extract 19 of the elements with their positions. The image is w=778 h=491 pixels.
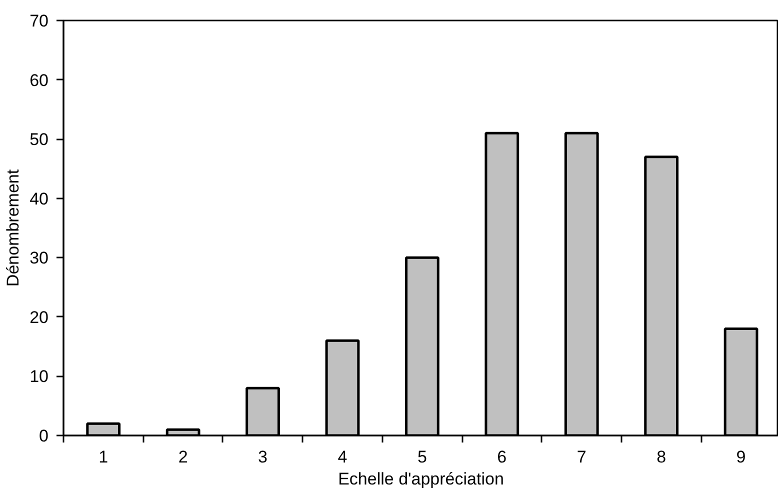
- y-tick-label: 10: [30, 367, 49, 386]
- y-tick-label: 70: [30, 12, 49, 30]
- x-tick-label: 2: [178, 448, 188, 466]
- x-tick-label: 8: [656, 448, 666, 466]
- x-tick-label: 1: [98, 448, 108, 466]
- y-tick-label: 30: [30, 248, 49, 268]
- x-tick-label: 3: [258, 448, 268, 466]
- y-tick-label: 60: [30, 70, 49, 90]
- y-tick-label: 40: [30, 189, 49, 208]
- x-tick-label: 9: [736, 448, 746, 466]
- y-tick-label: 20: [30, 308, 49, 327]
- y-tick-label: 50: [30, 130, 49, 150]
- x-tick-label: 5: [417, 448, 427, 466]
- x-tick-label: 7: [576, 448, 586, 466]
- x-tick-label: 6: [497, 448, 507, 466]
- x-axis-title: Echelle d'appréciation: [338, 470, 504, 488]
- y-tick-label: 0: [39, 426, 49, 446]
- x-tick-label: 4: [338, 448, 348, 466]
- y-axis-title: Dénombrement: [4, 169, 23, 287]
